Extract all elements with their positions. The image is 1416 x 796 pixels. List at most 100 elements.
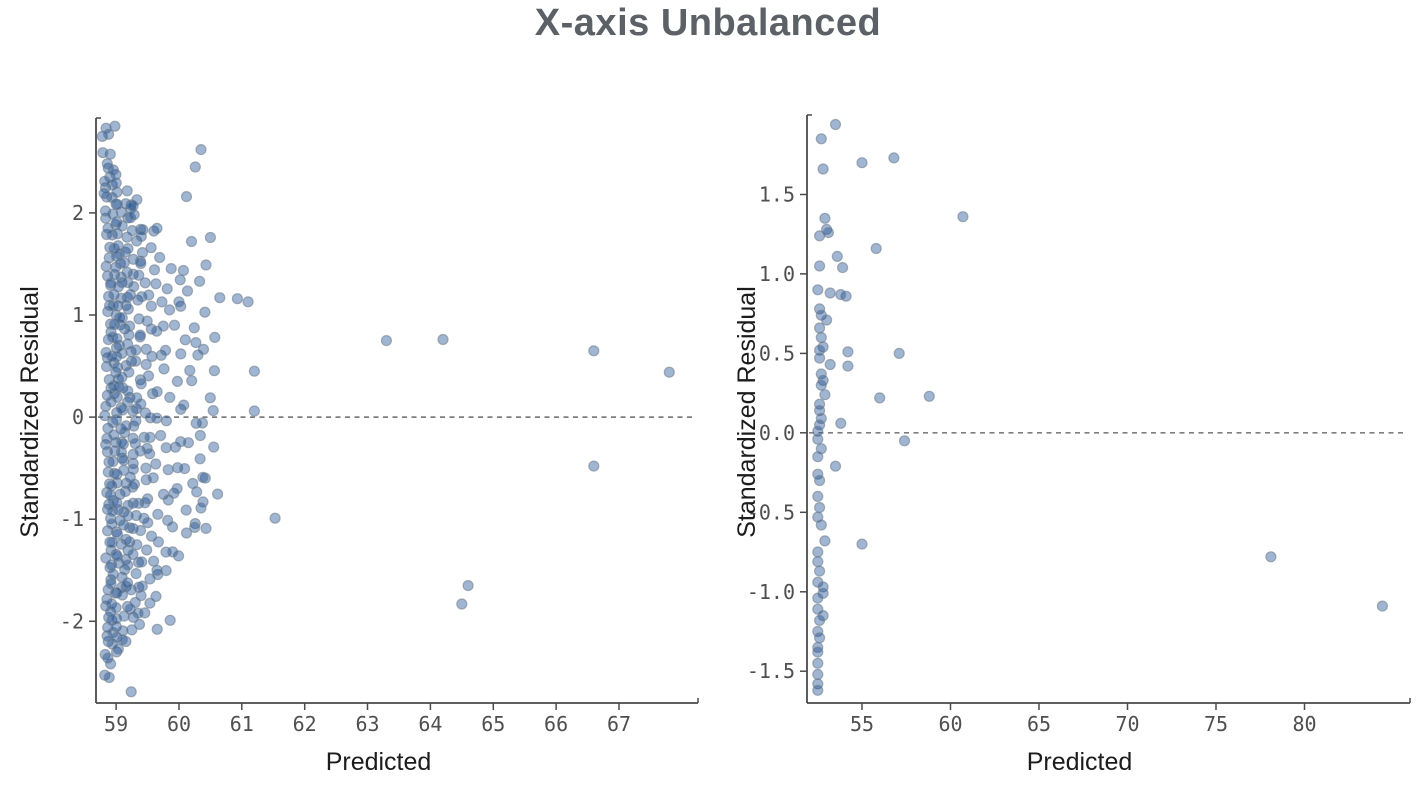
data-point (195, 502, 207, 514)
x-axis-label-right: Predicted (1026, 748, 1133, 776)
data-point (134, 329, 146, 341)
y-tick-label: -2 (60, 609, 84, 633)
data-point (125, 686, 137, 698)
data-point (113, 248, 125, 260)
data-point (187, 477, 199, 490)
data-point (111, 228, 124, 240)
data-point (588, 460, 600, 472)
data-point (134, 524, 147, 537)
data-point (160, 564, 172, 577)
data-point (128, 209, 140, 221)
data-point (835, 289, 847, 301)
data-point (197, 471, 209, 483)
data-point (131, 392, 143, 404)
data-point (813, 352, 826, 364)
data-point (462, 579, 474, 592)
data-point (189, 517, 201, 530)
data-point (168, 319, 181, 331)
data-point (194, 429, 206, 442)
data-point (812, 646, 824, 658)
y-tick-label: 0 (72, 405, 84, 429)
data-point (160, 415, 172, 427)
data-point (812, 592, 824, 604)
data-point (813, 419, 826, 431)
x-tick-label: 75 (1204, 712, 1228, 736)
data-point (189, 521, 201, 534)
data-point (116, 277, 128, 289)
data-point (103, 300, 116, 312)
data-point (813, 303, 826, 315)
data-point (812, 284, 824, 296)
data-point (212, 488, 224, 500)
data-point (103, 671, 115, 684)
data-point (194, 453, 206, 465)
data-point (812, 468, 824, 480)
data-point (127, 548, 139, 561)
data-point (588, 345, 600, 357)
data-point (813, 632, 826, 644)
data-point (133, 269, 145, 281)
data-point (812, 451, 824, 463)
data-point (199, 306, 211, 318)
data-point (117, 438, 129, 450)
data-point (200, 259, 212, 271)
data-point (856, 157, 868, 169)
data-point (122, 277, 134, 289)
y-axis-label-left: Standardized Residual (16, 286, 44, 538)
data-point (829, 460, 842, 472)
data-point (147, 472, 159, 484)
data-point (99, 175, 111, 187)
data-point (188, 322, 200, 334)
data-point (186, 375, 198, 387)
data-point (1265, 551, 1277, 563)
x-tick-label: 62 (293, 712, 317, 736)
data-point (120, 477, 132, 489)
data-point (139, 277, 151, 289)
data-point (105, 480, 118, 492)
data-point (110, 351, 123, 363)
data-point (819, 212, 831, 224)
data-point (130, 415, 142, 427)
data-point (105, 574, 117, 586)
data-point (151, 412, 163, 424)
data-point (813, 501, 826, 514)
data-point (812, 684, 824, 696)
y-tick-label: 1.5 (759, 183, 795, 207)
data-point (815, 331, 827, 344)
data-point (152, 536, 164, 548)
data-point (133, 313, 145, 325)
data-point (118, 610, 130, 622)
data-point (663, 366, 675, 378)
data-point (144, 431, 156, 443)
data-point (194, 275, 206, 287)
data-point (820, 314, 833, 326)
data-point (166, 521, 179, 533)
x-tick-label: 60 (938, 712, 962, 736)
x-tick-label: 61 (230, 712, 254, 736)
data-point (148, 555, 160, 567)
data-point (175, 348, 187, 360)
data-point (812, 555, 824, 568)
data-point (161, 283, 173, 295)
data-point (122, 303, 134, 315)
data-point (181, 285, 194, 297)
y-tick-label: -0.5 (747, 500, 795, 524)
data-point (874, 392, 886, 404)
data-point (116, 634, 129, 646)
data-point (242, 296, 254, 308)
data-point (870, 242, 882, 255)
data-point (128, 478, 140, 490)
y-tick-label: 0.5 (759, 341, 795, 365)
data-point (815, 133, 827, 145)
data-point (180, 191, 193, 203)
data-point (146, 350, 158, 362)
data-point (185, 235, 198, 248)
x-tick-label: 66 (544, 712, 568, 736)
data-point (815, 368, 827, 380)
data-point (1376, 600, 1389, 612)
data-point (197, 496, 209, 508)
data-point (122, 510, 134, 522)
data-point (112, 240, 124, 252)
data-point (105, 578, 117, 590)
data-point (836, 262, 849, 274)
